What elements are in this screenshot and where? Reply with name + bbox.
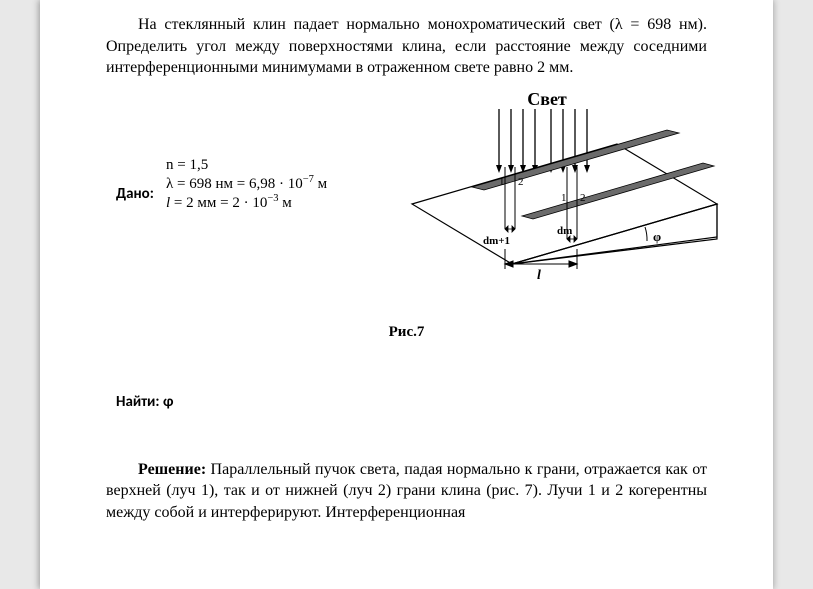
page-wrap: На стеклянный клин падает нормально моно… [0, 0, 813, 589]
figure-caption: Рис.7 [106, 324, 707, 341]
l-dimension [505, 249, 577, 269]
given-and-figure: Дано: n = 1,5 λ = 698 нм = 6,98 · 10−7 м… [106, 97, 707, 322]
find-label: Найти: [116, 393, 160, 411]
ray1-right: 1 [561, 192, 567, 204]
find-block: Найти: φ [106, 393, 707, 411]
solution-block: Решение: Параллельный пучок света, падая… [106, 459, 707, 524]
ray2-right: 2 [580, 192, 586, 204]
wedge-side [512, 144, 717, 264]
interference-bands [472, 130, 714, 219]
dm1-label: dm+1 [483, 235, 510, 247]
dm-label: dm [557, 225, 572, 237]
light-title-text: Свет [527, 89, 567, 109]
find-var: φ [163, 393, 174, 411]
ray1-left: 1 [499, 176, 505, 188]
wedge-svg: Свет [387, 89, 727, 299]
wedge-diagram: Свет [387, 89, 727, 299]
ray2-left: 2 [518, 176, 524, 188]
solution-label: Решение: [138, 461, 206, 478]
problem-statement: На стеклянный клин падает нормально моно… [106, 14, 707, 79]
l-label: l [537, 268, 541, 283]
phi-arc [645, 227, 647, 241]
given-label: Дано: [116, 185, 154, 203]
problem-text: На стеклянный клин падает нормально моно… [106, 14, 707, 79]
paper-sheet: На стеклянный клин падает нормально моно… [40, 0, 773, 589]
phi-label: φ [653, 229, 661, 244]
